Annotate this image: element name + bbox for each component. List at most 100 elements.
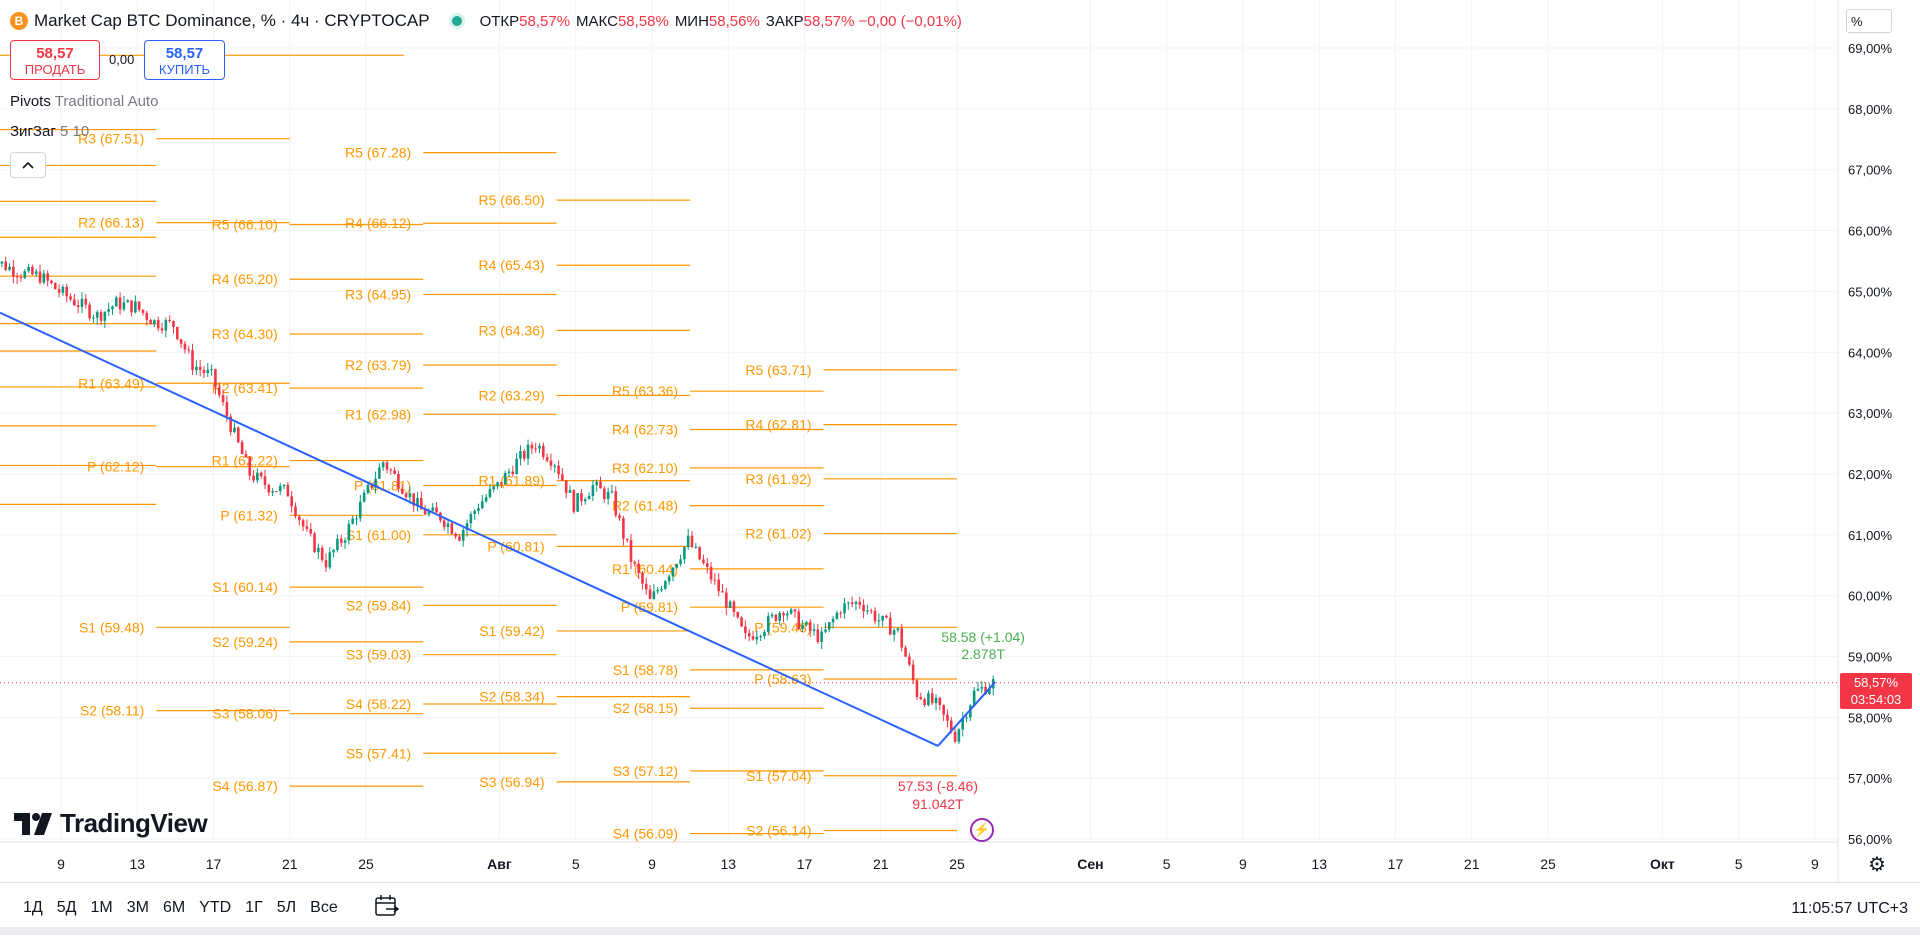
candle-up <box>492 486 496 490</box>
buy-button[interactable]: 58,57 КУПИТЬ <box>144 40 225 80</box>
candle-down <box>244 454 248 458</box>
tradingview-logo[interactable]: TradingView <box>14 808 208 839</box>
range-6m-button[interactable]: 6М <box>162 899 186 916</box>
candle-up <box>519 451 522 459</box>
time-tick-label: 13 <box>720 856 736 872</box>
candle-down <box>500 482 503 485</box>
zigzag-low-price-label: 57.53 (-8.46) <box>898 778 978 794</box>
range-1y-button[interactable]: 1Г <box>245 899 263 916</box>
candle-down <box>793 609 797 612</box>
pivot-label: S4 (56.09) <box>613 826 678 842</box>
time-axis[interactable]: 9 13 17 21 25 Авг 5 9 13 17 21 25 Сен 5 9 13 17 21 25 Окт 5 9 <box>57 856 1819 872</box>
candle-up <box>477 508 480 511</box>
candle-down <box>19 277 23 279</box>
pivot-label: R5 (66.50) <box>479 192 545 208</box>
candle-down <box>705 563 709 567</box>
candle-down <box>713 579 717 581</box>
indicator-pivots[interactable]: Pivots Traditional Auto <box>10 93 158 110</box>
candle-down <box>252 475 255 481</box>
price-tick-label: 62,00% <box>1848 467 1893 482</box>
chart-canvas[interactable]: R5 (68.88)R5 (67.66)R4 (67.07)R3 (66.48)… <box>0 0 1920 882</box>
indicator-name: Pivots <box>10 93 51 110</box>
candle-down <box>248 457 252 476</box>
range-3m-button[interactable]: 3М <box>126 899 149 916</box>
candle-down <box>938 697 942 705</box>
candle-up <box>503 472 507 485</box>
candle-up <box>416 498 419 506</box>
time-tick-label: 13 <box>1311 856 1327 872</box>
indicator-params: Traditional Auto <box>54 93 159 110</box>
pivot-label: R3 (64.36) <box>479 322 545 338</box>
candle-down <box>275 491 278 493</box>
pivot-label: R1 (61.89) <box>479 473 545 489</box>
candle-up <box>686 535 690 547</box>
candle-down <box>888 617 892 635</box>
range-all-button[interactable]: Все <box>310 899 338 916</box>
buy-label: КУПИТЬ <box>158 62 211 77</box>
high-label: МАКС <box>576 12 618 30</box>
candle-down <box>797 611 801 629</box>
pivot-label: S2 (58.15) <box>613 700 678 716</box>
zigzag-low-volume-label: 91.042T <box>912 796 964 812</box>
candle-down <box>88 304 91 319</box>
range-ytd-button[interactable]: YTD <box>199 899 232 916</box>
gear-icon[interactable]: ⚙ <box>1868 854 1886 876</box>
candle-up <box>153 319 156 325</box>
candle-up <box>328 552 332 568</box>
candle-up <box>23 271 27 278</box>
clock[interactable]: 11:05:57 UTC+3 <box>1791 900 1908 917</box>
price-tick-label: 56,00% <box>1848 832 1893 847</box>
pivot-label: R3 (64.95) <box>345 286 411 302</box>
candle-up <box>587 495 591 500</box>
collapse-indicators-button[interactable] <box>10 152 46 178</box>
price-unit-selector[interactable]: % <box>1846 9 1892 33</box>
candle-down <box>183 343 187 350</box>
candle-up <box>362 492 366 502</box>
candle-down <box>12 266 15 277</box>
indicator-zigzag[interactable]: ЗигЗаг 5 10 <box>10 123 89 140</box>
time-tick-label: Сен <box>1077 856 1103 872</box>
candle-up <box>824 629 827 632</box>
candle-down <box>236 427 240 443</box>
candle-up <box>164 320 168 331</box>
price-tick-label: 68,00% <box>1848 102 1893 117</box>
candle-down <box>221 395 225 402</box>
price-axis[interactable]: 69,00% 68,00% 67,00% 66,00% 65,00% 64,00% 63,0… <box>1848 41 1893 847</box>
calendar-goto-icon[interactable] <box>374 894 400 918</box>
candle-down <box>534 448 537 450</box>
pivot-label: R3 (64.30) <box>212 326 278 342</box>
lightning-icon[interactable]: ⚡ <box>970 818 994 842</box>
range-5d-button[interactable]: 5Д <box>56 899 77 916</box>
candle-up <box>980 686 984 689</box>
pivot-levels: R5 (68.88)R5 (67.66)R4 (67.07)R3 (66.48)… <box>0 54 957 842</box>
candle-down <box>217 387 221 396</box>
range-1d-button[interactable]: 1Д <box>23 899 43 916</box>
candle-up <box>576 493 579 512</box>
candle-down <box>420 498 423 510</box>
candle-down <box>267 484 271 493</box>
candle-up <box>484 497 488 502</box>
candle-down <box>911 664 915 681</box>
candle-up <box>469 513 473 524</box>
market-status-icon[interactable] <box>451 16 462 26</box>
range-5y-button[interactable]: 5Л <box>276 899 297 916</box>
candle-down <box>198 366 202 370</box>
candle-down <box>404 493 408 498</box>
range-1m-button[interactable]: 1М <box>90 899 113 916</box>
symbol-title[interactable]: Market Cap BTC Dominance, % · 4ч · CRYPT… <box>34 11 430 30</box>
pivot-label: R1 (63.49) <box>78 375 144 391</box>
candle-up <box>934 697 938 704</box>
pivot-label: S2 (59.24) <box>212 634 277 650</box>
candle-down <box>38 271 42 283</box>
price-tick-label: 66,00% <box>1848 224 1893 239</box>
candle-up <box>969 705 972 718</box>
candle-down <box>423 509 427 515</box>
zigzag-leg <box>0 311 939 747</box>
candle-down <box>850 602 854 605</box>
candle-up <box>610 491 614 493</box>
candle-down <box>69 296 72 300</box>
pivot-label: P (62.12) <box>87 459 144 475</box>
pivot-label: S3 (56.94) <box>479 774 544 790</box>
sell-button[interactable]: 58,57 ПРОДАТЬ <box>10 40 100 80</box>
candle-up <box>210 369 213 371</box>
